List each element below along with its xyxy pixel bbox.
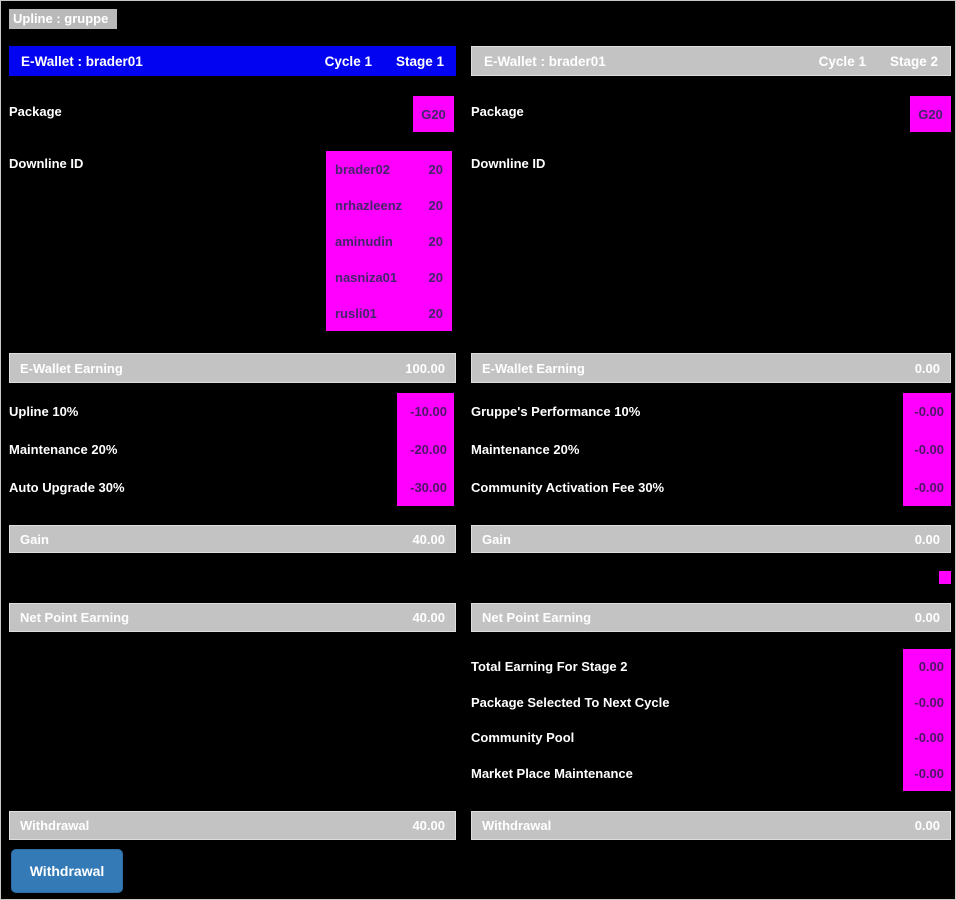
stage2-summary-values-block: 0.00 -0.00 -0.00 -0.00 xyxy=(903,649,951,791)
stage2-stage-label: Stage 2 xyxy=(889,53,938,69)
summary-value: -0.00 xyxy=(914,765,944,781)
downline-row: nrhazleenz 20 xyxy=(335,187,443,223)
stage1-package-badge: G20 xyxy=(413,96,454,132)
deduction-label: Gruppe's Performance 10% xyxy=(471,404,641,420)
withdrawal-button[interactable]: Withdrawal xyxy=(11,849,123,893)
downline-value: 20 xyxy=(428,233,443,249)
gain-value: 40.00 xyxy=(412,531,445,547)
stage1-deductions: Upline 10% Maintenance 20% Auto Upgrade … xyxy=(9,393,456,506)
summary-label: Market Place Maintenance xyxy=(471,765,633,781)
downline-name: nasniza01 xyxy=(335,269,398,285)
downline-name: nrhazleenz xyxy=(335,197,403,213)
deduction-label: Maintenance 20% xyxy=(471,442,580,457)
gain-value: 0.00 xyxy=(914,531,940,547)
stage2-deduction-values-block: -0.00 -0.00 -0.00 xyxy=(903,393,951,506)
gain-label: Gain xyxy=(20,531,49,547)
withdrawal-value: 40.00 xyxy=(412,818,445,833)
deduction-value: -30.00 xyxy=(410,479,447,495)
deduction-value: -0.00 xyxy=(914,404,944,420)
stage1-package-label: Package xyxy=(9,104,62,119)
summary-label: Package Selected To Next Cycle xyxy=(471,694,670,710)
summary-label: Total Earning For Stage 2 xyxy=(471,659,628,675)
stage2-ewallet-earning-bar: E-Wallet Earning 0.00 xyxy=(471,353,951,383)
deduction-label: Auto Upgrade 30% xyxy=(9,479,125,495)
stage2-downline-label: Downline ID xyxy=(471,156,546,171)
downline-name: brader02 xyxy=(335,161,390,177)
stage2-package-row: Package G20 xyxy=(471,96,951,134)
stage2-package-label: Package xyxy=(471,104,524,119)
stage2-header: E-Wallet : brader01 Cycle 1 Stage 2 xyxy=(471,46,951,76)
withdrawal-label: Withdrawal xyxy=(482,818,552,833)
gain-label: Gain xyxy=(482,531,511,547)
net-point-value: 40.00 xyxy=(412,610,445,625)
stage2-package-badge: G20 xyxy=(910,96,951,132)
ewallet-earning-label: E-Wallet Earning xyxy=(20,360,123,376)
stage1-column: E-Wallet : brader01 Cycle 1 Stage 1 Pack… xyxy=(9,1,456,899)
downline-value: 20 xyxy=(428,305,443,321)
downline-value: 20 xyxy=(428,197,443,213)
stage1-withdrawal-bar: Withdrawal 40.00 xyxy=(9,811,456,840)
deduction-value: -20.00 xyxy=(410,442,447,457)
deduction-label: Community Activation Fee 30% xyxy=(471,479,665,495)
upline-label: Upline : gruppe xyxy=(9,9,118,29)
downline-row: brader02 20 xyxy=(335,151,443,187)
ewallet-earning-value: 0.00 xyxy=(914,360,940,376)
stage1-stage-label: Stage 1 xyxy=(395,53,444,69)
downline-row: aminudin 20 xyxy=(335,223,443,259)
stage2-deductions: Gruppe's Performance 10% Maintenance 20%… xyxy=(471,393,951,506)
downline-row: rusli01 20 xyxy=(335,295,443,331)
stage1-header-title: E-Wallet : brader01 xyxy=(21,53,143,69)
summary-value: 0.00 xyxy=(918,659,944,675)
stage2-gain-bar: Gain 0.00 xyxy=(471,525,951,553)
deduction-label: Maintenance 20% xyxy=(9,442,118,457)
downline-value: 20 xyxy=(428,161,443,177)
stage2-withdrawal-bar: Withdrawal 0.00 xyxy=(471,811,951,840)
deduction-value: -0.00 xyxy=(914,442,944,457)
magenta-marker xyxy=(939,571,951,584)
net-point-label: Net Point Earning xyxy=(482,610,592,625)
withdrawal-value: 0.00 xyxy=(914,818,940,833)
deduction-label: Upline 10% xyxy=(9,404,79,420)
stage2-cycle-label: Cycle 1 xyxy=(818,53,866,69)
deduction-value: -10.00 xyxy=(410,404,447,420)
stage2-summary: Total Earning For Stage 2 Package Select… xyxy=(471,649,951,791)
stage1-gain-bar: Gain 40.00 xyxy=(9,525,456,553)
summary-value: -0.00 xyxy=(914,730,944,746)
stage1-downline-list: brader02 20 nrhazleenz 20 aminudin 20 na… xyxy=(326,151,452,331)
downline-name: rusli01 xyxy=(335,305,377,321)
downline-name: aminudin xyxy=(335,233,393,249)
stage1-ewallet-earning-bar: E-Wallet Earning 100.00 xyxy=(9,353,456,383)
net-point-value: 0.00 xyxy=(914,610,940,625)
stage2-header-title: E-Wallet : brader01 xyxy=(484,53,606,69)
ewallet-earning-value: 100.00 xyxy=(405,360,445,376)
stage1-net-point-bar: Net Point Earning 40.00 xyxy=(9,603,456,632)
summary-label: Community Pool xyxy=(471,730,575,746)
downline-value: 20 xyxy=(428,269,443,285)
deduction-value: -0.00 xyxy=(914,479,944,495)
stage1-package-row: Package G20 xyxy=(9,96,456,134)
summary-value: -0.00 xyxy=(914,694,944,710)
downline-row: nasniza01 20 xyxy=(335,259,443,295)
net-point-label: Net Point Earning xyxy=(20,610,130,625)
stage1-cycle-label: Cycle 1 xyxy=(324,53,372,69)
withdrawal-label: Withdrawal xyxy=(20,818,90,833)
ewallet-earning-label: E-Wallet Earning xyxy=(482,360,585,376)
stage1-downline-label: Downline ID xyxy=(9,156,84,171)
stage2-column: E-Wallet : brader01 Cycle 1 Stage 2 Pack… xyxy=(471,1,951,899)
stage1-header: E-Wallet : brader01 Cycle 1 Stage 1 xyxy=(9,46,456,76)
stage2-net-point-bar: Net Point Earning 0.00 xyxy=(471,603,951,632)
stage1-deduction-values-block: -10.00 -20.00 -30.00 xyxy=(397,393,454,506)
